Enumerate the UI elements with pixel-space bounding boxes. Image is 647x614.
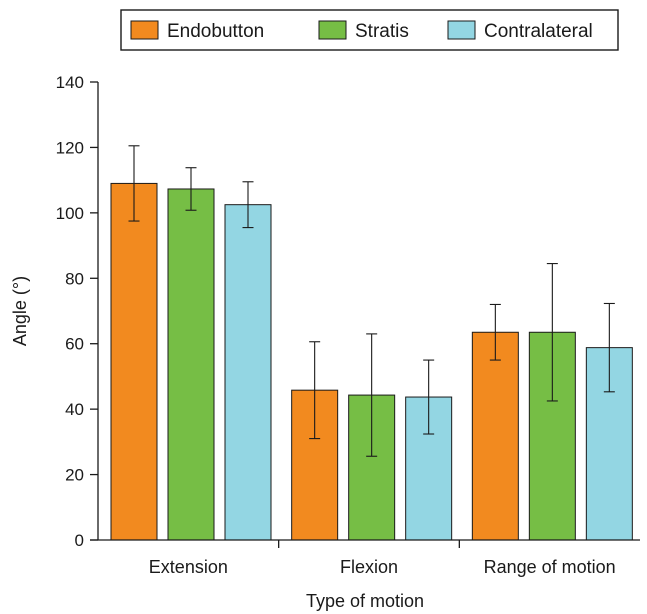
y-tick-label: 120 [56, 138, 84, 157]
error-bar-stratis-flexion [366, 333, 378, 457]
legend-label: Contralateral [484, 21, 593, 42]
x-tick-label-extension: Extension [149, 557, 228, 577]
error-bar-endobutton-flexion [309, 341, 321, 440]
error-bar-endobutton-extension [128, 145, 140, 222]
error-bar-contralateral-range-of-motion [603, 302, 615, 393]
legend-item-contralateral: Contralateral [447, 20, 593, 42]
y-tick-label: 100 [56, 204, 84, 223]
bar-contralateral-extension [224, 204, 272, 541]
y-tick-label: 20 [65, 466, 84, 485]
x-tick-label-range-of-motion: Range of motion [484, 557, 616, 577]
y-tick-label: 0 [75, 531, 84, 550]
legend-swatch [447, 20, 476, 40]
error-bar-stratis-extension [185, 167, 197, 211]
y-tick-label: 60 [65, 335, 84, 354]
error-bars [128, 145, 615, 457]
y-tick-label: 80 [65, 269, 84, 288]
y-tick-label: 40 [65, 400, 84, 419]
bar-endobutton-extension [110, 182, 158, 541]
legend: Endobutton Stratis Contralateral [120, 9, 619, 51]
bar-stratis-extension [167, 188, 215, 541]
legend-box [120, 9, 619, 51]
x-tick-label-flexion: Flexion [340, 557, 398, 577]
error-bar-stratis-range-of-motion [546, 263, 558, 402]
error-bar-endobutton-range-of-motion [489, 303, 501, 361]
legend-label: Stratis [355, 21, 409, 42]
legend-item-stratis: Stratis [318, 20, 409, 42]
error-bar-contralateral-flexion [423, 359, 435, 435]
bar-endobutton-range-of-motion [471, 331, 519, 541]
legend-swatch [318, 20, 347, 40]
y-tick-label: 140 [56, 73, 84, 92]
legend-swatch [130, 20, 159, 40]
legend-item-endobutton: Endobutton [130, 20, 264, 42]
legend-label: Endobutton [167, 21, 264, 42]
axes: 0 20 40 60 80 100 120 140 Extension Flexion Range … [56, 73, 640, 577]
x-axis-label: Type of motion [306, 591, 424, 611]
y-axis-label: Angle (°) [10, 276, 30, 346]
error-bar-contralateral-extension [242, 181, 254, 229]
